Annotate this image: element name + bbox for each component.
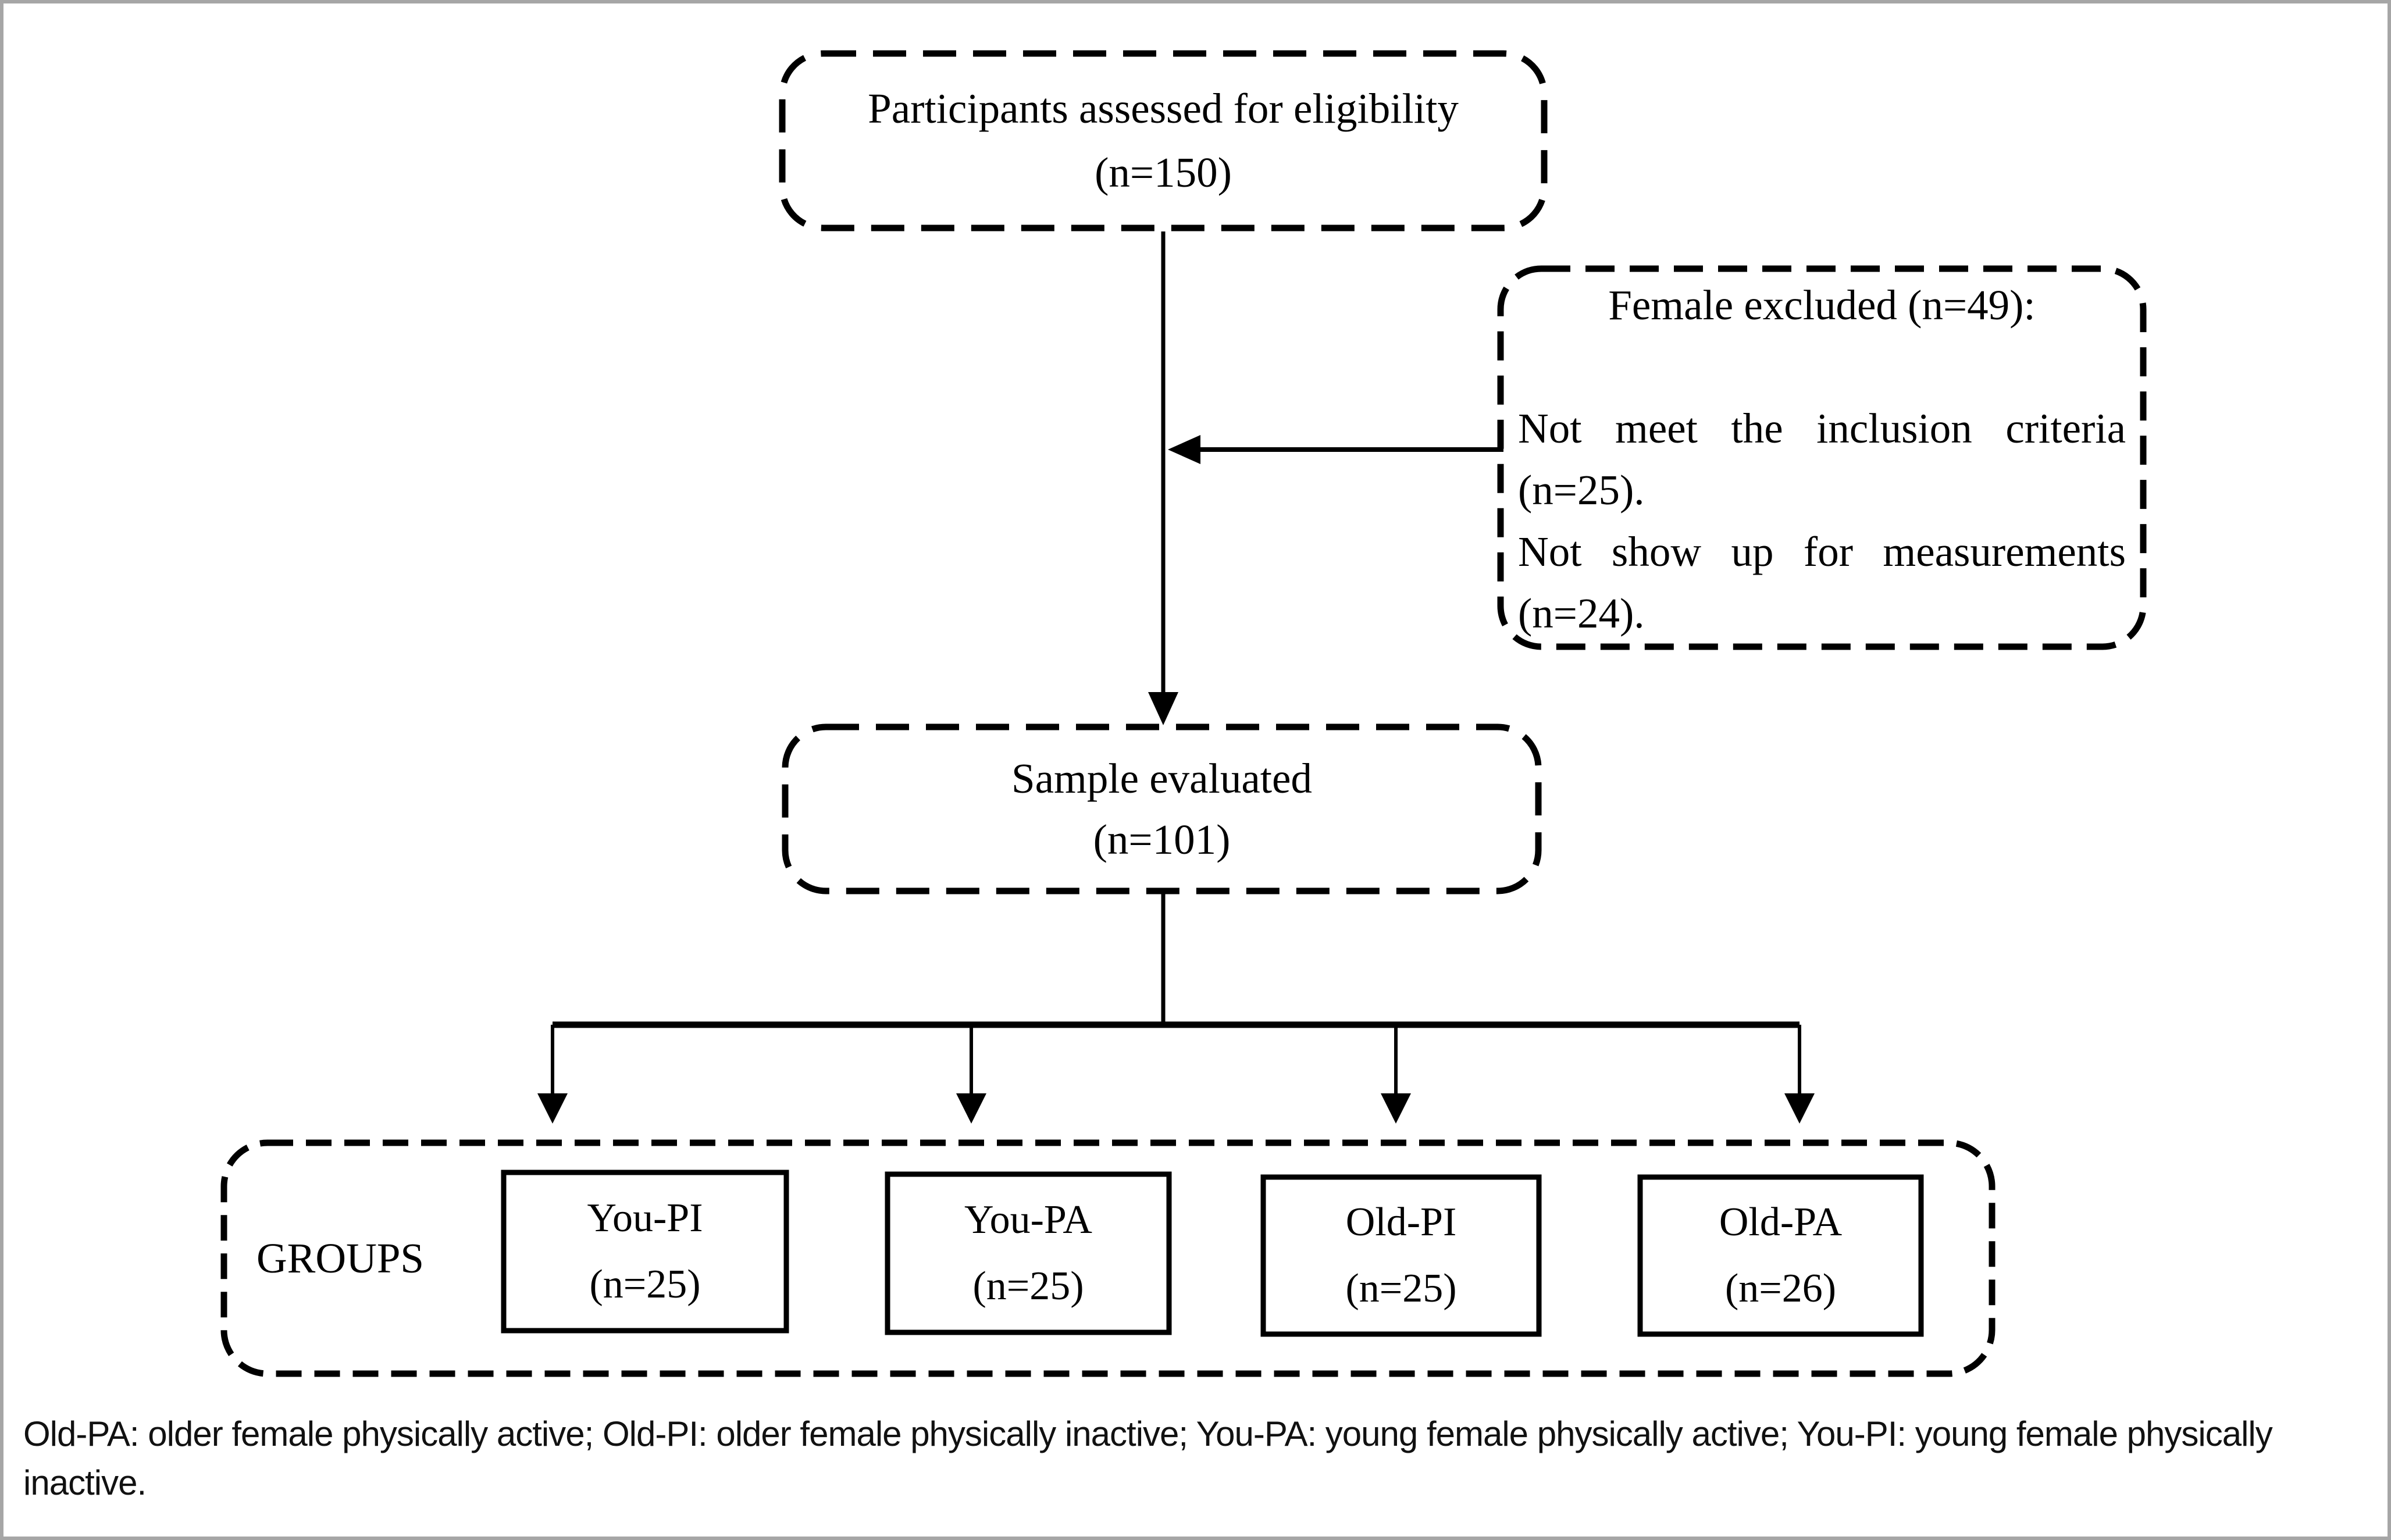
- group-box-old-pi: Old-PI (n=25): [1263, 1177, 1539, 1334]
- groups-container-outline: [220, 1139, 1996, 1377]
- group-n: (n=26): [1724, 1266, 1837, 1311]
- group-box-outline-old-pa: [1637, 1174, 1924, 1337]
- sample-box: Sample evaluated (n=101): [785, 727, 1538, 891]
- group-n: (n=25): [1345, 1266, 1457, 1311]
- eligibility-box: Participants assessed for eligibility (n…: [782, 54, 1544, 228]
- group-name: You-PI: [587, 1196, 703, 1240]
- group-n: (n=25): [972, 1264, 1084, 1309]
- group-box-outline-you-pa: [885, 1171, 1172, 1335]
- groups-label: GROUPS: [256, 1234, 425, 1282]
- group-box-outline-you-pi: [501, 1170, 789, 1334]
- excluded-box-outline: [1497, 265, 2147, 650]
- sample-line1: Sample evaluated: [1011, 755, 1312, 802]
- excluded-item: Not show up for measurements (n=24).: [1518, 528, 2126, 637]
- excluded-item: Not meet the inclusion criteria (n=25).: [1518, 405, 2126, 514]
- excluded-spacer: [1518, 336, 2126, 398]
- arrow-down-icon: [537, 1093, 568, 1124]
- group-box-you-pi: You-PI (n=25): [504, 1172, 786, 1331]
- group-box-you-pa: You-PA (n=25): [888, 1174, 1169, 1332]
- arrow-down-icon: [956, 1093, 986, 1124]
- arrow-down-icon: [1784, 1093, 1815, 1124]
- group-name: Old-PA: [1719, 1200, 1843, 1245]
- arrow-left-icon: [1168, 435, 1200, 464]
- eligibility-line2: (n=150): [1095, 149, 1232, 196]
- group-box-old-pa: Old-PA (n=26): [1640, 1177, 1921, 1334]
- excluded-title: Female excluded (n=49):: [1608, 281, 2036, 329]
- arrow-down-icon: [1381, 1093, 1411, 1124]
- figure-caption: Old-PA: older female physically active; …: [23, 1414, 2273, 1502]
- eligibility-line1: Participants assessed for eligibility: [868, 85, 1459, 132]
- group-name: You-PA: [964, 1197, 1092, 1242]
- arrow-down-icon: [1148, 692, 1178, 725]
- group-n: (n=25): [589, 1262, 701, 1307]
- group-name: Old-PI: [1345, 1200, 1457, 1245]
- group-box-outline-old-pi: [1260, 1174, 1542, 1337]
- excluded-box: Female excluded (n=49): Not meet the inc…: [1501, 269, 2143, 647]
- sample-line2: (n=101): [1093, 816, 1231, 863]
